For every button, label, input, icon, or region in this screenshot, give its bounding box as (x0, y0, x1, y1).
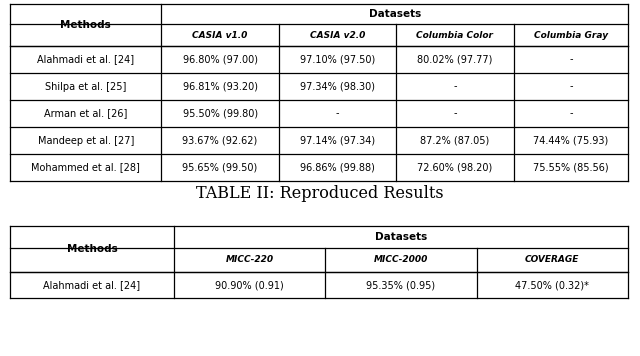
Text: -: - (336, 109, 339, 119)
Text: Columbia Color: Columbia Color (417, 31, 493, 40)
Text: -: - (453, 82, 457, 91)
Text: 72.60% (98.20): 72.60% (98.20) (417, 162, 493, 173)
Text: -: - (569, 109, 573, 119)
Text: 97.14% (97.34): 97.14% (97.34) (300, 136, 375, 146)
Text: 96.80% (97.00): 96.80% (97.00) (182, 54, 258, 64)
Text: CASIA v1.0: CASIA v1.0 (193, 31, 248, 40)
Text: Methods: Methods (67, 244, 117, 254)
Text: Mandeep et al. [27]: Mandeep et al. [27] (38, 136, 134, 146)
Text: Alahmadi et al. [24]: Alahmadi et al. [24] (37, 54, 134, 64)
Text: -: - (453, 109, 457, 119)
Text: 96.86% (99.88): 96.86% (99.88) (300, 162, 375, 173)
Text: Alahmadi et al. [24]: Alahmadi et al. [24] (44, 280, 140, 290)
Text: COVERAGE: COVERAGE (525, 256, 579, 265)
Text: 47.50% (0.32)*: 47.50% (0.32)* (515, 280, 589, 290)
Text: 87.2% (87.05): 87.2% (87.05) (420, 136, 490, 146)
Text: Shilpa et al. [25]: Shilpa et al. [25] (45, 82, 126, 91)
Text: 97.10% (97.50): 97.10% (97.50) (300, 54, 375, 64)
Text: Columbia Gray: Columbia Gray (534, 31, 608, 40)
Text: 96.81% (93.20): 96.81% (93.20) (182, 82, 258, 91)
Text: -: - (569, 54, 573, 64)
Text: CASIA v2.0: CASIA v2.0 (310, 31, 365, 40)
Text: 74.44% (75.93): 74.44% (75.93) (533, 136, 609, 146)
Text: -: - (569, 82, 573, 91)
Text: Methods: Methods (60, 20, 111, 30)
Text: 93.67% (92.62): 93.67% (92.62) (182, 136, 258, 146)
Text: Mohammed et al. [28]: Mohammed et al. [28] (31, 162, 140, 173)
Text: 97.34% (98.30): 97.34% (98.30) (300, 82, 375, 91)
Text: Arman et al. [26]: Arman et al. [26] (44, 109, 127, 119)
Bar (10, 4, 628, 181)
Text: 95.35% (0.95): 95.35% (0.95) (366, 280, 435, 290)
Text: MICC-2000: MICC-2000 (374, 256, 428, 265)
Text: 95.65% (99.50): 95.65% (99.50) (182, 162, 258, 173)
Text: 90.90% (0.91): 90.90% (0.91) (215, 280, 284, 290)
Text: 95.50% (99.80): 95.50% (99.80) (182, 109, 258, 119)
Text: Datasets: Datasets (375, 232, 427, 242)
Text: Datasets: Datasets (369, 9, 421, 19)
Text: MICC-220: MICC-220 (225, 256, 273, 265)
Text: TABLE II: Reproduced Results: TABLE II: Reproduced Results (196, 185, 444, 203)
Text: 75.55% (85.56): 75.55% (85.56) (533, 162, 609, 173)
Text: 80.02% (97.77): 80.02% (97.77) (417, 54, 493, 64)
Bar (10, 226, 628, 298)
